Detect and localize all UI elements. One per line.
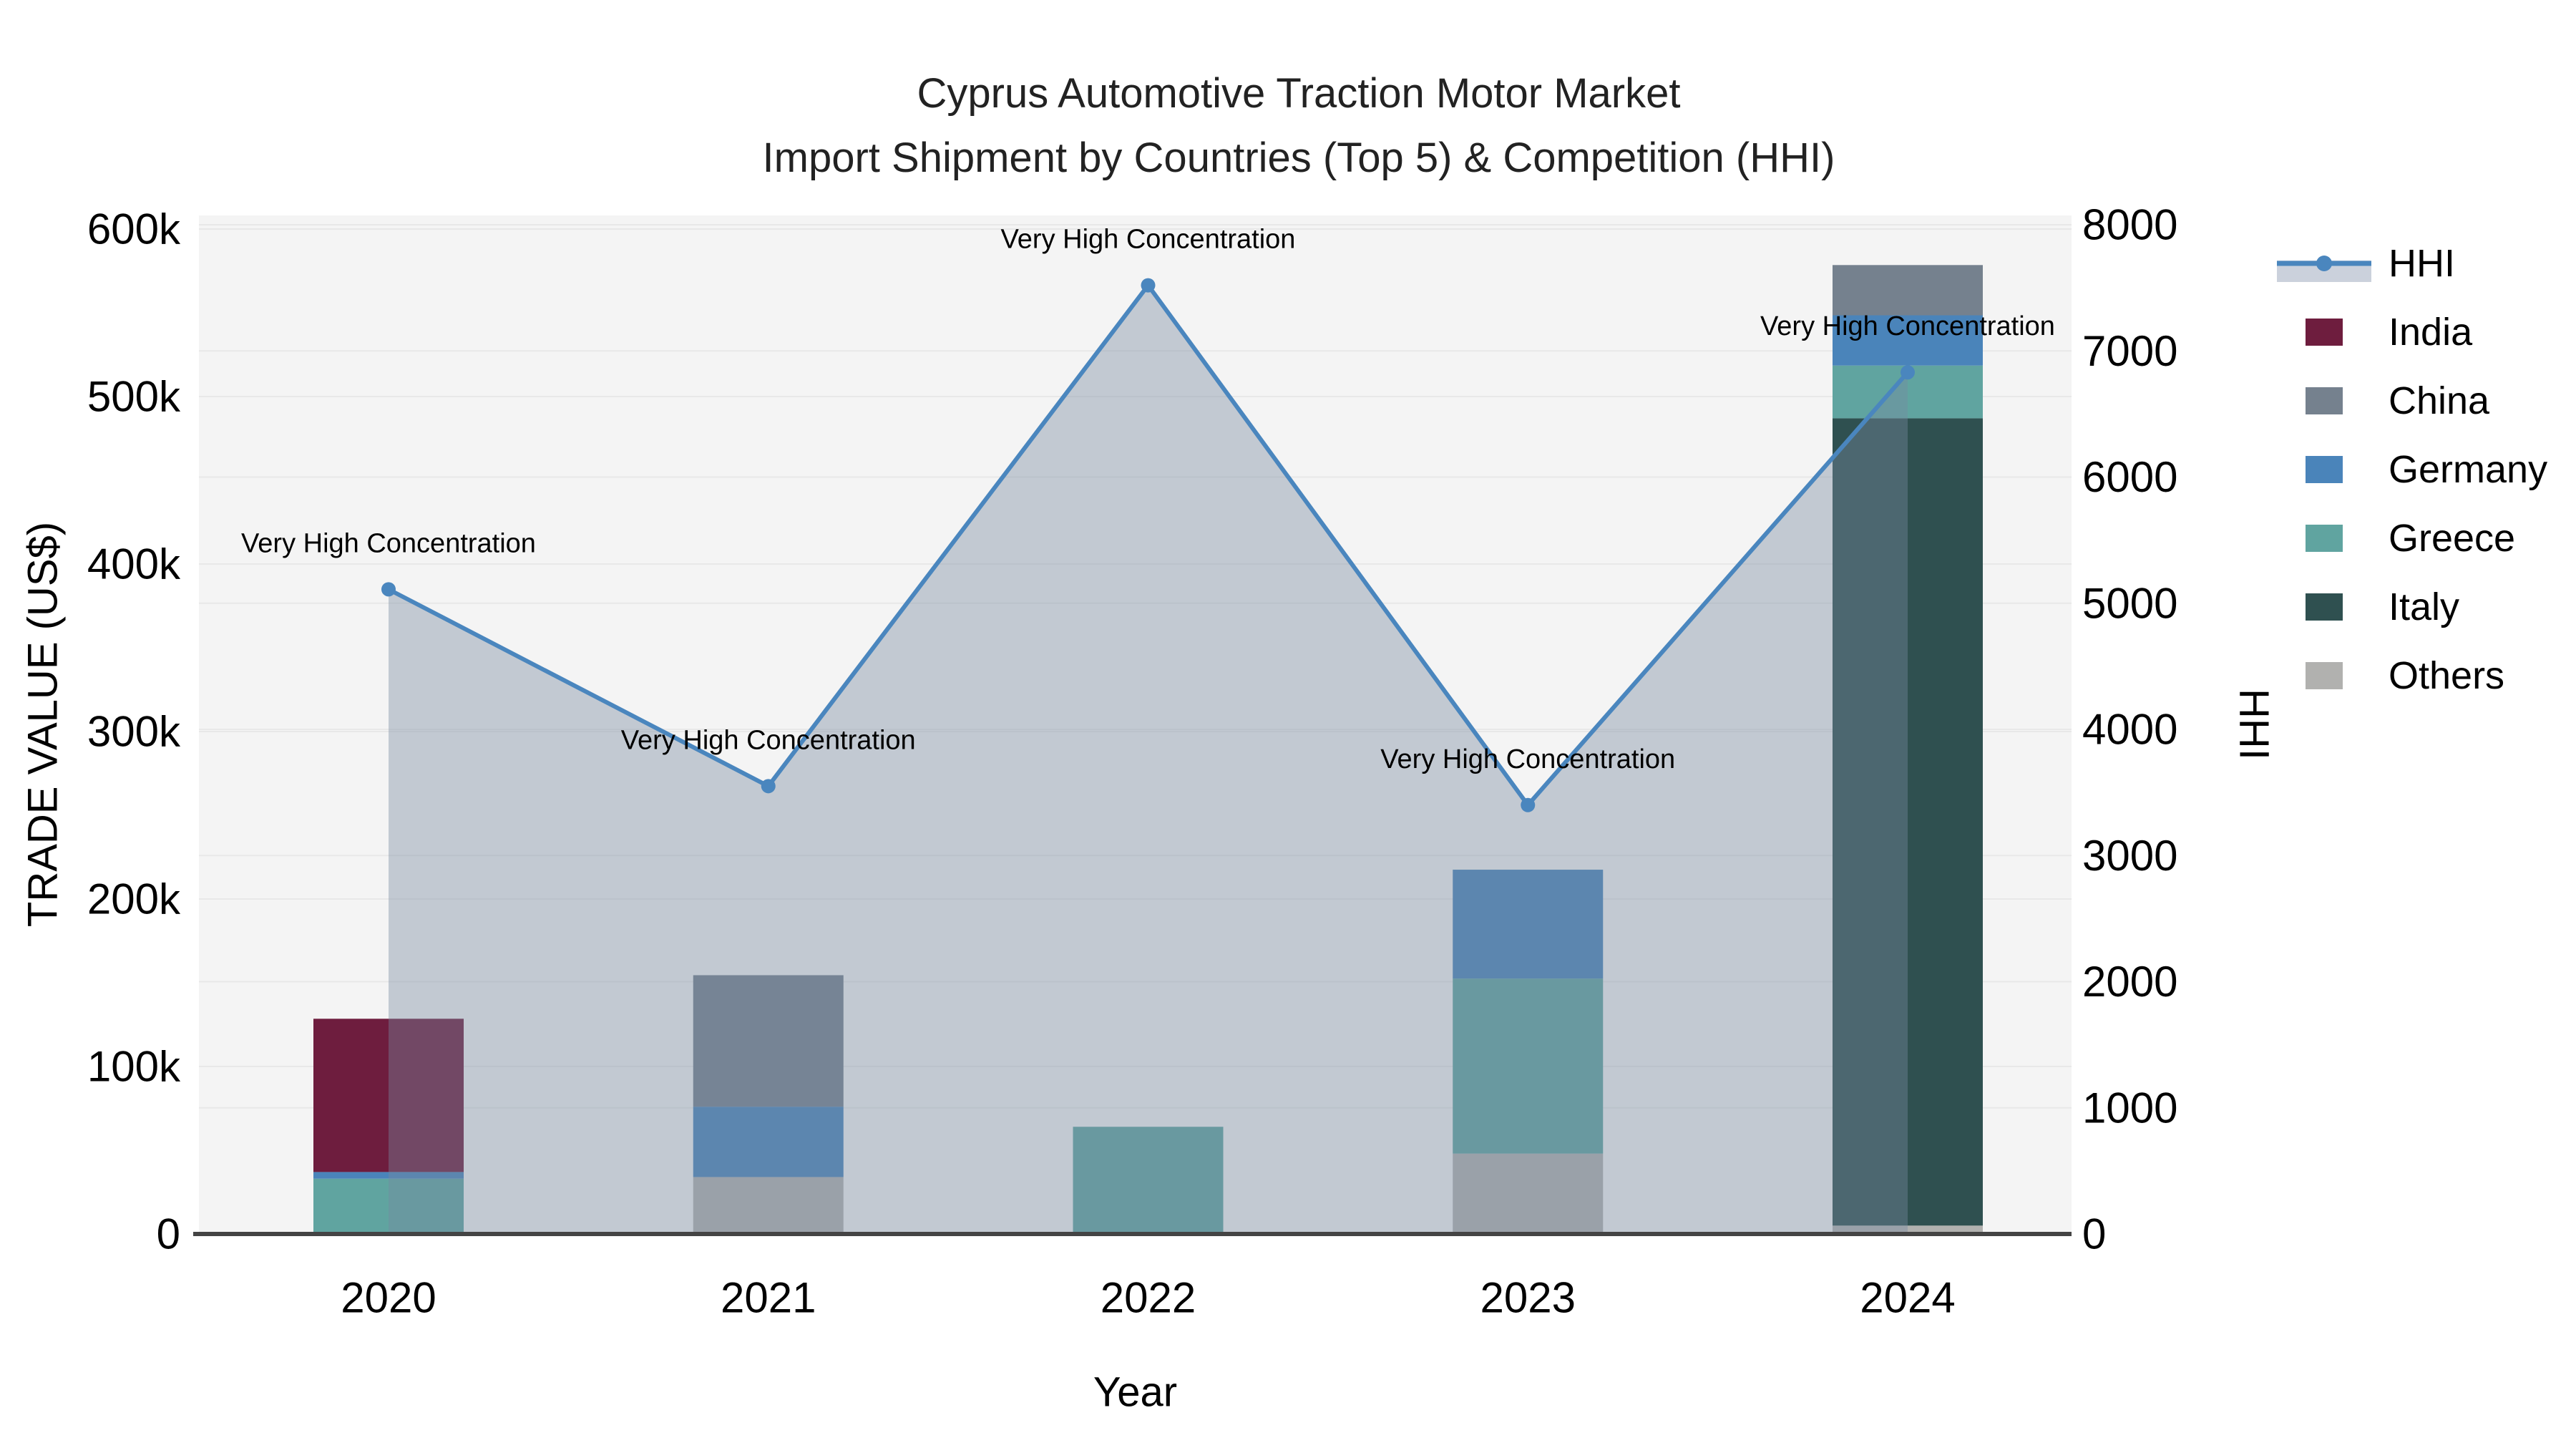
legend-swatch-germany <box>2306 456 2343 483</box>
bar-stack-2022 <box>1073 1127 1224 1234</box>
annotation-2024: Very High Concentration <box>1760 311 2055 341</box>
y-left-tick-0: 0 <box>157 1210 180 1258</box>
bar-stack-2024 <box>1833 265 1983 1234</box>
x-tick-2024: 2024 <box>1860 1274 1955 1322</box>
y-right-tick-2000: 2000 <box>2082 958 2177 1006</box>
bar-segment-others-2023 <box>1453 1153 1604 1234</box>
y-right-tick-4000: 4000 <box>2082 706 2177 754</box>
chart-subtitle: Import Shipment by Countries (Top 5) & C… <box>763 135 1835 181</box>
y-left-tick-200k: 200k <box>87 875 181 923</box>
legend-label-greece: Greece <box>2389 517 2515 560</box>
y-right-tick-0: 0 <box>2082 1210 2106 1258</box>
hhi-marker-2021 <box>761 779 776 794</box>
bar-segment-india-2020 <box>313 1019 464 1172</box>
bar-segment-germany-2023 <box>1453 870 1604 979</box>
bar-segment-germany-2021 <box>693 1107 844 1177</box>
hhi-area-fill <box>389 285 1908 1235</box>
legend-swatch-india <box>2306 319 2343 346</box>
legend-label-china: China <box>2389 379 2490 422</box>
bar-segment-china-2021 <box>693 975 844 1107</box>
legend-item-italy[interactable]: Italy <box>2306 585 2459 628</box>
legend-label-others: Others <box>2389 654 2504 697</box>
legend-item-hhi[interactable]: HHI <box>2277 242 2455 285</box>
legend-swatch-italy <box>2306 593 2343 621</box>
x-tick-2022: 2022 <box>1101 1274 1196 1322</box>
bar-stack-2021 <box>693 975 844 1234</box>
tick-labels: 0 100k 200k 300k 400k 500k 600k 0 1000 2000 3000 40… <box>87 201 2178 1322</box>
y-left-axis-title: TRADE VALUE (US$) <box>20 522 67 927</box>
bar-segment-greece-2020 <box>313 1178 464 1234</box>
plot-area <box>199 215 2072 1234</box>
annotation-2022: Very High Concentration <box>1001 225 1296 255</box>
bar-segment-germany-2024 <box>1833 315 1983 366</box>
legend-swatch-china <box>2306 387 2343 414</box>
legend-item-others[interactable]: Others <box>2306 654 2504 697</box>
y-left-tick-100k: 100k <box>87 1043 181 1091</box>
y-left-tick-500k: 500k <box>87 373 181 421</box>
legend-item-china[interactable]: China <box>2306 379 2490 422</box>
y-left-tick-300k: 300k <box>87 708 181 756</box>
bar-segment-germany-2020 <box>313 1172 464 1179</box>
y-right-tick-3000: 3000 <box>2082 832 2177 880</box>
y-left-tick-400k: 400k <box>87 540 181 588</box>
legend-label-italy: Italy <box>2389 585 2459 628</box>
y-right-tick-1000: 1000 <box>2082 1084 2177 1132</box>
bar-stack-2020 <box>313 1019 464 1234</box>
bar-segment-others-2021 <box>693 1177 844 1234</box>
legend-label-germany: Germany <box>2389 448 2547 491</box>
bar-segment-italy-2024 <box>1833 418 1983 1226</box>
legend-label-india: India <box>2389 311 2473 354</box>
x-tick-2023: 2023 <box>1480 1274 1576 1322</box>
annotation-2021: Very High Concentration <box>621 725 916 755</box>
bar-segment-greece-2022 <box>1073 1127 1224 1234</box>
hhi-marker-2022 <box>1141 278 1156 293</box>
chart-title: Cyprus Automotive Traction Motor Market <box>917 70 1681 117</box>
bars <box>313 265 1983 1234</box>
bar-segment-china-2024 <box>1833 265 1983 316</box>
x-tick-2020: 2020 <box>341 1274 436 1322</box>
y-right-tick-8000: 8000 <box>2082 201 2177 249</box>
legend-label-hhi: HHI <box>2389 242 2455 285</box>
bar-segment-others-2024 <box>1833 1225 1983 1234</box>
legend-item-greece[interactable]: Greece <box>2306 517 2515 560</box>
legend: HHI India China Germany Greece Italy Others <box>2277 242 2547 697</box>
legend-swatch-greece <box>2306 525 2343 552</box>
legend-item-india[interactable]: India <box>2306 311 2473 354</box>
y-right-tick-6000: 6000 <box>2082 453 2177 501</box>
bar-segment-greece-2023 <box>1453 978 1604 1154</box>
x-tick-2021: 2021 <box>721 1274 816 1322</box>
legend-item-germany[interactable]: Germany <box>2306 448 2547 491</box>
gridlines <box>199 224 2072 1109</box>
annotation-2023: Very High Concentration <box>1380 744 1675 774</box>
y-right-axis-title: HHI <box>2231 689 2278 760</box>
hhi-marker-2024 <box>1901 365 1915 380</box>
annotation-2020: Very High Concentration <box>241 528 536 558</box>
y-right-tick-5000: 5000 <box>2082 579 2177 627</box>
legend-hhi-marker-icon <box>2316 256 2332 271</box>
bar-stack-2023 <box>1453 870 1604 1234</box>
x-axis-title: Year <box>1093 1369 1177 1416</box>
y-right-tick-7000: 7000 <box>2082 327 2177 375</box>
hhi-marker-2023 <box>1521 797 1536 812</box>
hhi-marker-2020 <box>381 582 396 597</box>
legend-swatch-others <box>2306 662 2343 689</box>
y-left-tick-600k: 600k <box>87 205 181 253</box>
